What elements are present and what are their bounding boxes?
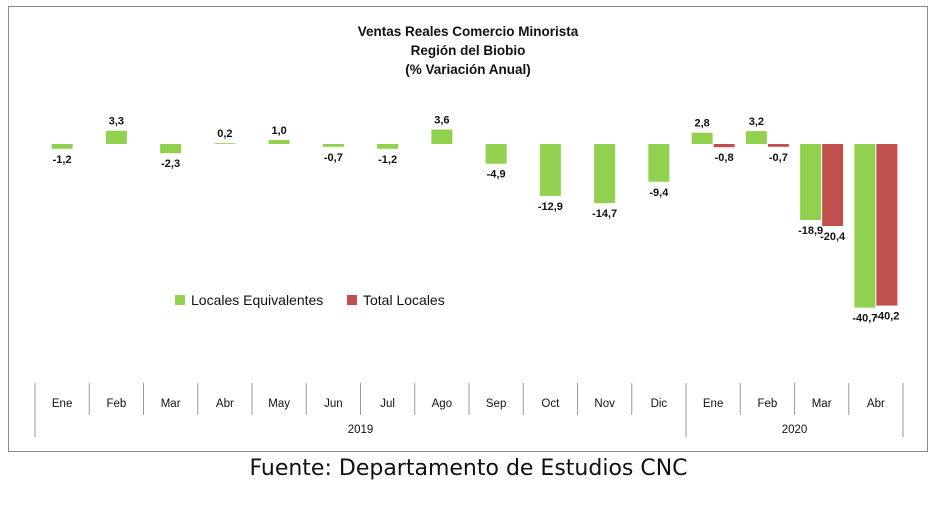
- bar-locales-equivalentes: [854, 144, 876, 308]
- bar-locales-equivalentes: [485, 144, 507, 164]
- bar-value-label: -1,2: [378, 154, 397, 166]
- bar-value-label: 3,6: [434, 115, 449, 127]
- category-tick-label: Feb: [757, 398, 777, 410]
- category-tick-label: Dic: [651, 398, 668, 410]
- bar-value-label: -40,7: [852, 313, 877, 325]
- bar-locales-equivalentes: [268, 139, 290, 144]
- category-tick-label: Sep: [486, 398, 506, 410]
- category-tick-label: Ene: [52, 398, 72, 410]
- bar-value-label: -0,8: [715, 152, 734, 164]
- category-tick-label: Mar: [812, 398, 832, 410]
- chart-title-line: (% Variación Anual): [405, 62, 531, 77]
- bar-value-label: 3,3: [109, 116, 124, 128]
- category-axis: Ene Feb Mar Abr May Jun Jul Ago Sep Oct Nov Dic Ene F…: [34, 383, 904, 437]
- bar-value-label: 3,2: [749, 116, 764, 128]
- bar-locales-equivalentes: [539, 144, 561, 196]
- bar-value-label: -0,7: [324, 152, 343, 164]
- bar-value-label: -40,2: [874, 311, 899, 323]
- chart-svg: Ventas Reales Comercio Minorista Región d…: [34, 24, 904, 437]
- bar-locales-equivalentes: [105, 130, 127, 144]
- category-tick-label: Abr: [867, 398, 885, 410]
- bar-total-locales: [713, 144, 735, 148]
- bar-value-label: -14,7: [592, 208, 617, 220]
- bar-value-label: -18,9: [798, 225, 823, 237]
- bar-value-label: -2,3: [161, 158, 180, 170]
- bar-total-locales: [876, 144, 898, 306]
- legend: Locales Equivalentes Total Locales: [175, 292, 445, 308]
- bar-value-label: -12,9: [538, 201, 563, 213]
- bar-locales-equivalentes: [648, 144, 670, 182]
- bar-locales-equivalentes: [51, 144, 73, 149]
- category-tick-label: Oct: [541, 398, 560, 410]
- category-tick-label: May: [268, 398, 290, 410]
- value-labels-group: -1,2 3,3 -2,3 0,2 1,0 -0,7 -1,2 3,6 -4,9 -12,9 -14…: [53, 115, 900, 325]
- bar-locales-equivalentes: [594, 144, 616, 204]
- category-tick-label: Jul: [380, 398, 395, 410]
- year-group-label: 2019: [348, 424, 374, 436]
- bar-value-label: -9,4: [649, 187, 669, 199]
- bar-locales-equivalentes: [745, 131, 767, 144]
- legend-swatch: [175, 295, 185, 305]
- chart-title-line: Ventas Reales Comercio Minorista: [358, 24, 579, 39]
- chart-title-line: Región del Biobio: [411, 43, 526, 58]
- bar-locales-equivalentes: [322, 144, 344, 147]
- bar-locales-equivalentes: [431, 129, 453, 144]
- bar-total-locales: [767, 144, 789, 147]
- chart-frame: Ventas Reales Comercio Minorista Región d…: [8, 6, 928, 452]
- bar-value-label: -4,9: [487, 169, 506, 181]
- category-tick-label: Nov: [594, 398, 615, 410]
- bars-group: [51, 129, 898, 308]
- category-tick-label: Feb: [106, 398, 126, 410]
- bar-locales-equivalentes: [214, 143, 236, 144]
- legend-label: Total Locales: [363, 292, 445, 308]
- category-tick-label: Mar: [161, 398, 181, 410]
- category-tick-label: Ago: [432, 398, 452, 410]
- bar-value-label: 2,8: [694, 118, 709, 130]
- bar-locales-equivalentes: [691, 132, 713, 144]
- bar-value-label: -20,4: [820, 231, 846, 243]
- legend-swatch: [347, 295, 357, 305]
- bar-total-locales: [822, 144, 844, 227]
- bar-locales-equivalentes: [800, 144, 822, 220]
- bar-value-label: 0,2: [217, 128, 232, 140]
- category-tick-label: Abr: [216, 398, 234, 410]
- bar-locales-equivalentes: [160, 144, 182, 154]
- bar-value-label: -1,2: [53, 154, 72, 166]
- chart-title: Ventas Reales Comercio Minorista Región d…: [358, 24, 579, 77]
- year-group-label: 2020: [782, 424, 808, 436]
- source-note: Fuente: Departamento de Estudios CNC: [249, 456, 688, 481]
- category-tick-label: Jun: [324, 398, 343, 410]
- category-tick-label: Ene: [703, 398, 723, 410]
- bar-locales-equivalentes: [377, 144, 399, 149]
- legend-label: Locales Equivalentes: [191, 292, 323, 308]
- bar-value-label: -0,7: [769, 152, 788, 164]
- bar-value-label: 1,0: [271, 125, 286, 137]
